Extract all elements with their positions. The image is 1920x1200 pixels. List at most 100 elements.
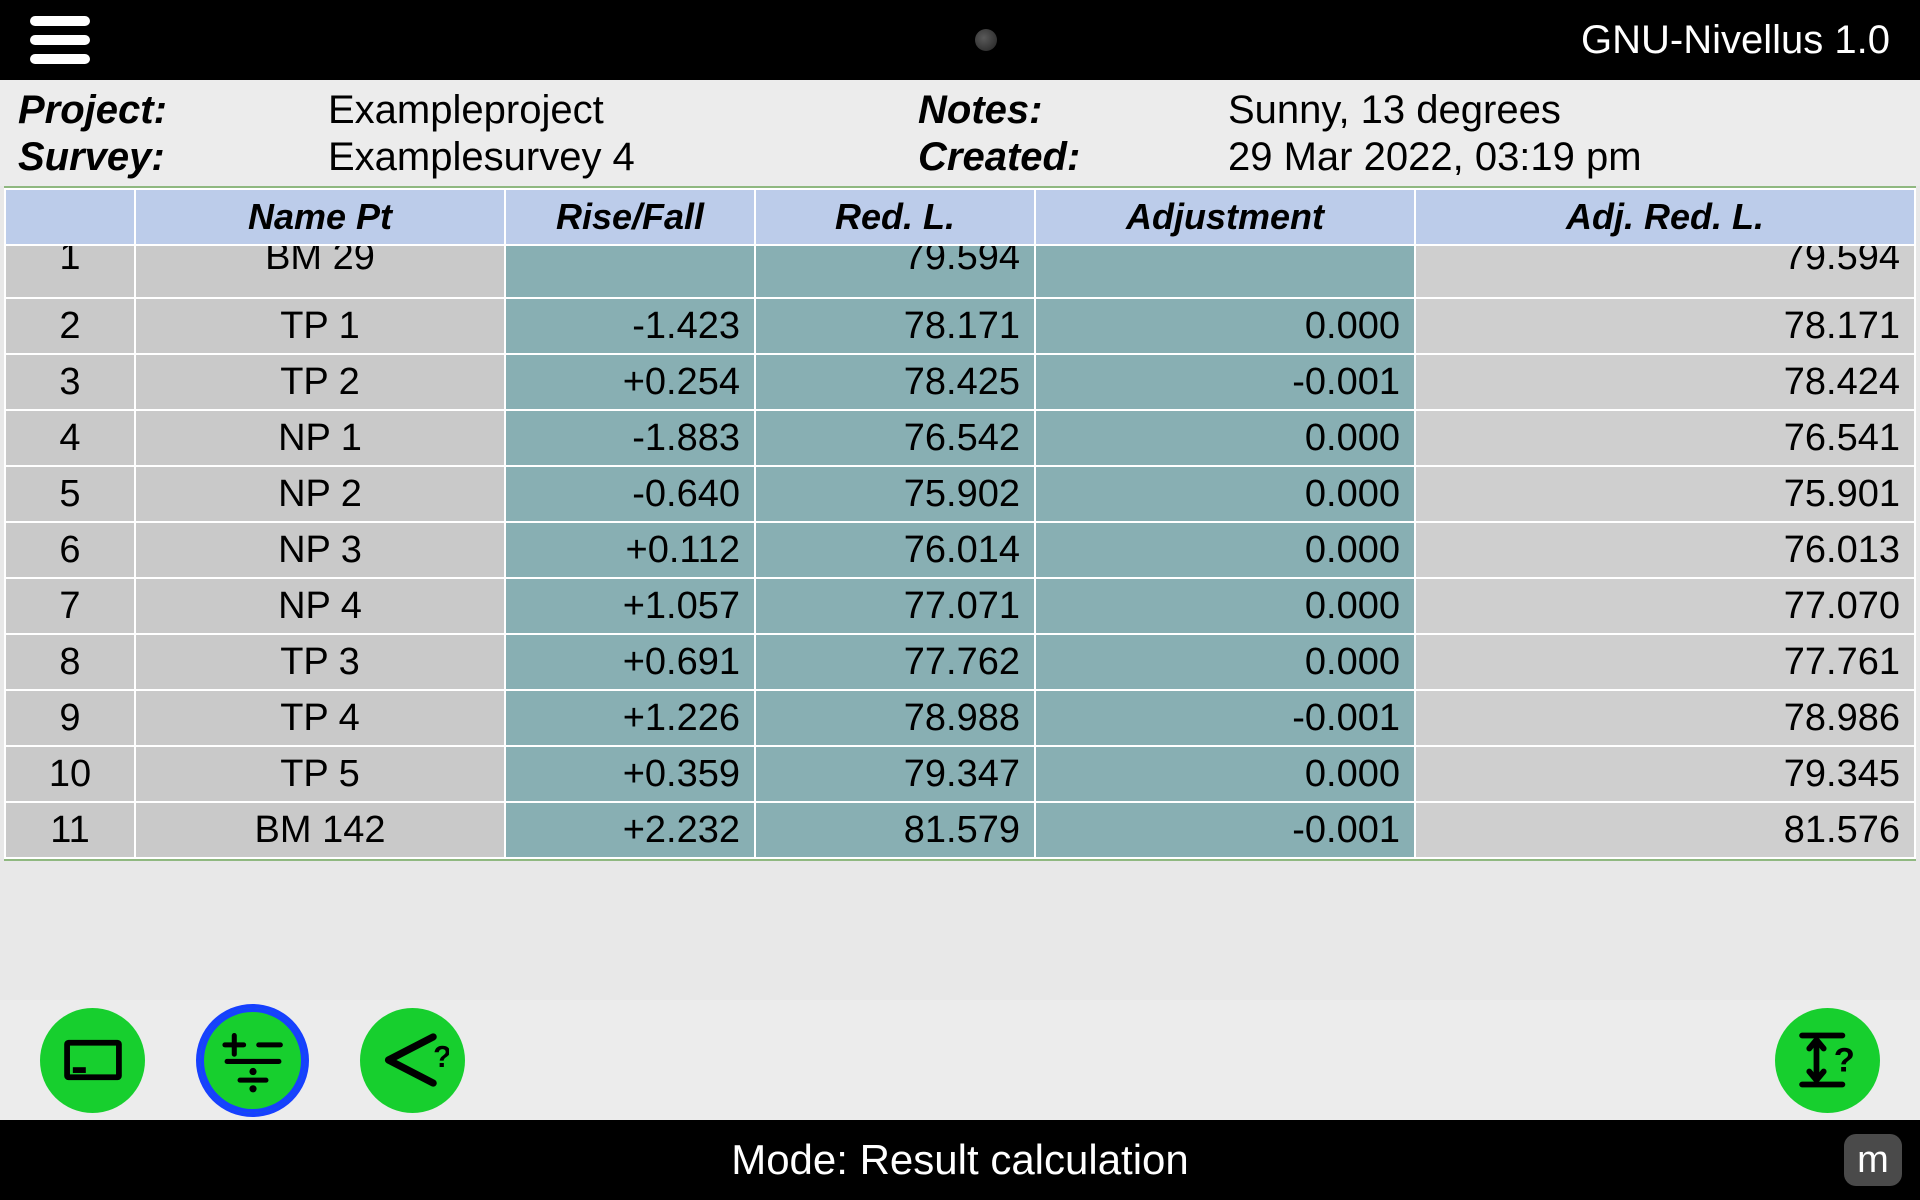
cell-name: TP 1 xyxy=(135,298,505,354)
notes-label: Notes: xyxy=(918,88,1228,133)
cell-rise-fall: +0.112 xyxy=(505,522,755,578)
menu-icon[interactable] xyxy=(30,16,90,64)
survey-meta-panel: Project: Exampleproject Notes: Sunny, 13… xyxy=(0,80,1920,186)
cell-adj-red-l: 78.171 xyxy=(1415,298,1915,354)
compare-button[interactable]: ? xyxy=(360,1008,465,1113)
cell-adjustment: 0.000 xyxy=(1035,746,1415,802)
cell-index: 7 xyxy=(5,578,135,634)
cell-index: 5 xyxy=(5,466,135,522)
cell-rise-fall xyxy=(505,245,755,298)
table-row[interactable]: 7NP 4+1.05777.0710.00077.070 xyxy=(5,578,1915,634)
cell-adjustment: -0.001 xyxy=(1035,802,1415,858)
cell-adj-red-l: 77.070 xyxy=(1415,578,1915,634)
table-row[interactable]: 6NP 3+0.11276.0140.00076.013 xyxy=(5,522,1915,578)
cell-red-l: 79.594 xyxy=(755,245,1035,298)
results-table-wrap: Name Pt Rise/Fall Red. L. Adjustment Adj… xyxy=(4,186,1916,861)
cell-index: 1 xyxy=(5,245,135,298)
svg-text:?: ? xyxy=(433,1041,449,1074)
calculate-button[interactable] xyxy=(200,1008,305,1113)
col-header-adj-red-l: Adj. Red. L. xyxy=(1415,189,1915,245)
cell-red-l: 78.988 xyxy=(755,690,1035,746)
cell-rise-fall: -0.640 xyxy=(505,466,755,522)
cell-adj-red-l: 81.576 xyxy=(1415,802,1915,858)
created-value: 29 Mar 2022, 03:19 pm xyxy=(1228,135,1902,180)
cell-adjustment xyxy=(1035,245,1415,298)
cell-rise-fall: +1.057 xyxy=(505,578,755,634)
cell-rise-fall: +2.232 xyxy=(505,802,755,858)
cell-index: 4 xyxy=(5,410,135,466)
cell-name: TP 3 xyxy=(135,634,505,690)
table-row[interactable]: 2TP 1-1.42378.1710.00078.171 xyxy=(5,298,1915,354)
cell-name: BM 142 xyxy=(135,802,505,858)
table-row[interactable]: 9TP 4+1.22678.988-0.00178.986 xyxy=(5,690,1915,746)
cell-index: 3 xyxy=(5,354,135,410)
cell-red-l: 78.425 xyxy=(755,354,1035,410)
cell-red-l: 76.542 xyxy=(755,410,1035,466)
cell-red-l: 78.171 xyxy=(755,298,1035,354)
table-row[interactable]: 1BM 2979.59479.594 xyxy=(5,245,1915,298)
cell-adj-red-l: 77.761 xyxy=(1415,634,1915,690)
cell-rise-fall: +0.691 xyxy=(505,634,755,690)
cell-name: NP 1 xyxy=(135,410,505,466)
view-button[interactable] xyxy=(40,1008,145,1113)
cell-adj-red-l: 79.345 xyxy=(1415,746,1915,802)
project-label: Project: xyxy=(18,88,328,133)
unit-toggle-button[interactable]: m xyxy=(1844,1134,1902,1186)
cell-adjustment: 0.000 xyxy=(1035,634,1415,690)
svg-text:?: ? xyxy=(1833,1042,1854,1080)
cell-rise-fall: -1.883 xyxy=(505,410,755,466)
cell-rise-fall: +0.254 xyxy=(505,354,755,410)
survey-label: Survey: xyxy=(18,135,328,180)
col-header-rise-fall: Rise/Fall xyxy=(505,189,755,245)
bottom-toolbar: ? ? xyxy=(0,1000,1920,1120)
top-bar: GNU-Nivellus 1.0 xyxy=(0,0,1920,80)
cell-index: 10 xyxy=(5,746,135,802)
table-row[interactable]: 3TP 2+0.25478.425-0.00178.424 xyxy=(5,354,1915,410)
table-row[interactable]: 8TP 3+0.69177.7620.00077.761 xyxy=(5,634,1915,690)
survey-value: Examplesurvey 4 xyxy=(328,135,918,180)
cell-index: 2 xyxy=(5,298,135,354)
cell-adj-red-l: 75.901 xyxy=(1415,466,1915,522)
cell-red-l: 75.902 xyxy=(755,466,1035,522)
notes-value: Sunny, 13 degrees xyxy=(1228,88,1902,133)
table-row[interactable]: 10TP 5+0.35979.3470.00079.345 xyxy=(5,746,1915,802)
cell-adjustment: -0.001 xyxy=(1035,354,1415,410)
table-row[interactable]: 5NP 2-0.64075.9020.00075.901 xyxy=(5,466,1915,522)
status-bar: Mode: Result calculation m xyxy=(0,1120,1920,1200)
cell-name: NP 2 xyxy=(135,466,505,522)
mode-text: Mode: Result calculation xyxy=(731,1136,1189,1184)
table-row[interactable]: 11BM 142+2.23281.579-0.00181.576 xyxy=(5,802,1915,858)
cell-adj-red-l: 76.013 xyxy=(1415,522,1915,578)
less-than-question-icon: ? xyxy=(377,1024,449,1096)
camera-dot-icon xyxy=(975,29,997,51)
created-label: Created: xyxy=(918,135,1228,180)
col-header-adjust: Adjustment xyxy=(1035,189,1415,245)
cell-name: TP 5 xyxy=(135,746,505,802)
cell-adj-red-l: 79.594 xyxy=(1415,245,1915,298)
cell-index: 11 xyxy=(5,802,135,858)
cell-name: NP 3 xyxy=(135,522,505,578)
cell-adjustment: 0.000 xyxy=(1035,578,1415,634)
cell-adjustment: 0.000 xyxy=(1035,298,1415,354)
cell-rise-fall: -1.423 xyxy=(505,298,755,354)
plus-minus-divide-icon xyxy=(217,1024,289,1096)
height-info-button[interactable]: ? xyxy=(1775,1008,1880,1113)
cell-red-l: 76.014 xyxy=(755,522,1035,578)
cell-adj-red-l: 76.541 xyxy=(1415,410,1915,466)
cell-rise-fall: +0.359 xyxy=(505,746,755,802)
cell-red-l: 79.347 xyxy=(755,746,1035,802)
cell-name: TP 4 xyxy=(135,690,505,746)
table-header-row: Name Pt Rise/Fall Red. L. Adjustment Adj… xyxy=(5,189,1915,245)
col-header-red-l: Red. L. xyxy=(755,189,1035,245)
cell-adjustment: -0.001 xyxy=(1035,690,1415,746)
cell-adj-red-l: 78.424 xyxy=(1415,354,1915,410)
cell-red-l: 81.579 xyxy=(755,802,1035,858)
cell-rise-fall: +1.226 xyxy=(505,690,755,746)
cell-index: 6 xyxy=(5,522,135,578)
col-header-index xyxy=(5,189,135,245)
table-row[interactable]: 4NP 1-1.88376.5420.00076.541 xyxy=(5,410,1915,466)
col-header-name: Name Pt xyxy=(135,189,505,245)
project-value: Exampleproject xyxy=(328,88,918,133)
cell-red-l: 77.762 xyxy=(755,634,1035,690)
cell-index: 8 xyxy=(5,634,135,690)
